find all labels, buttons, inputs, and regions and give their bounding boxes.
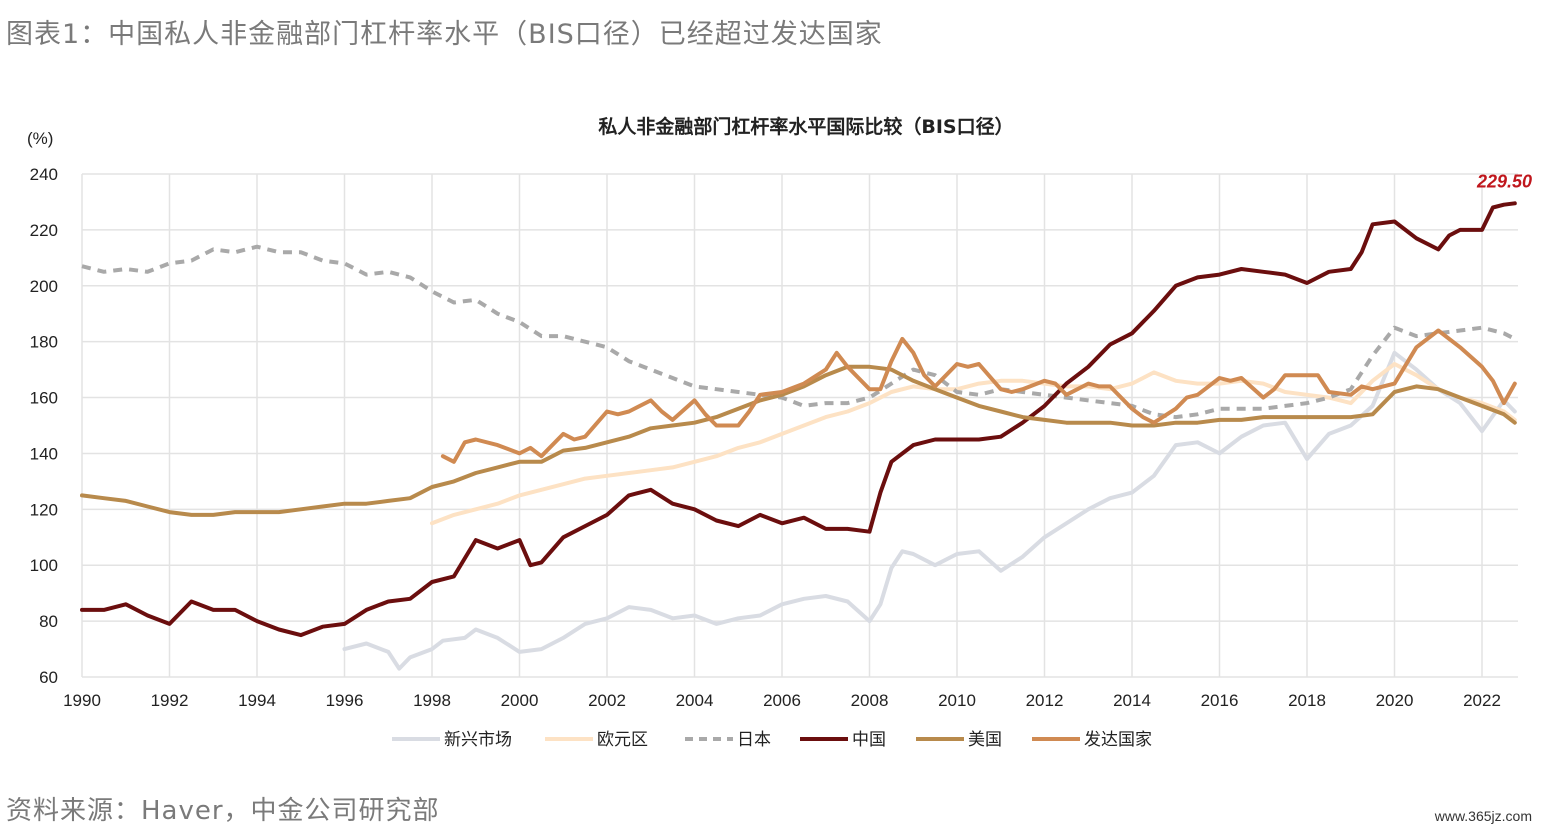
y-tick-label: 140 bbox=[30, 444, 58, 463]
x-tick-label: 2004 bbox=[676, 691, 714, 710]
legend-label: 日本 bbox=[737, 730, 771, 750]
series-line-3 bbox=[80, 201, 1517, 638]
x-tick-label: 2018 bbox=[1288, 691, 1326, 710]
x-tick-label: 2012 bbox=[1026, 691, 1064, 710]
chart-title: 私人非金融部门杠杆率水平国际比较（BIS口径） bbox=[598, 115, 1013, 138]
y-axis-label: (%) bbox=[27, 129, 53, 148]
x-tick-label: 2022 bbox=[1463, 691, 1501, 710]
x-tick-label: 2002 bbox=[588, 691, 626, 710]
legend-label: 发达国家 bbox=[1084, 730, 1152, 750]
series-line-0 bbox=[342, 350, 1517, 671]
figure-title: 图表1：中国私人非金融部门杠杆率水平（BIS口径）已经超过发达国家 bbox=[6, 19, 883, 50]
x-tick-label: 2008 bbox=[851, 691, 889, 710]
x-axis-ticks: 1990 1992 1994 1996 1998 2000 2002 2004 2006 2008… bbox=[63, 691, 1501, 710]
series-line-4 bbox=[80, 364, 1517, 517]
legend-label: 中国 bbox=[852, 730, 886, 750]
last-value-annotation: 229.50 bbox=[1476, 171, 1532, 191]
x-tick-label: 2006 bbox=[763, 691, 801, 710]
series-line-1 bbox=[430, 362, 1517, 526]
y-tick-label: 100 bbox=[30, 556, 58, 575]
y-tick-label: 240 bbox=[30, 165, 58, 184]
y-tick-label: 80 bbox=[39, 612, 58, 631]
y-tick-label: 220 bbox=[30, 221, 58, 240]
x-tick-label: 1998 bbox=[413, 691, 451, 710]
x-tick-label: 1992 bbox=[151, 691, 189, 710]
x-tick-label: 2010 bbox=[938, 691, 976, 710]
x-tick-label: 1996 bbox=[326, 691, 364, 710]
x-tick-label: 1990 bbox=[63, 691, 101, 710]
y-tick-label: 160 bbox=[30, 389, 58, 408]
y-axis-ticks: 60 80 100 120 140 160 180 200 220 240 bbox=[30, 165, 58, 687]
source-note: 资料来源：Haver，中金公司研究部 bbox=[6, 796, 440, 826]
series-line-5 bbox=[440, 328, 1517, 464]
x-tick-label: 2020 bbox=[1376, 691, 1414, 710]
watermark: www.365jz.com bbox=[1434, 808, 1532, 824]
legend-label: 美国 bbox=[968, 730, 1002, 750]
y-tick-label: 60 bbox=[39, 668, 58, 687]
x-tick-label: 2016 bbox=[1201, 691, 1239, 710]
legend-label: 欧元区 bbox=[597, 730, 648, 750]
y-tick-label: 120 bbox=[30, 500, 58, 519]
y-tick-label: 180 bbox=[30, 333, 58, 352]
x-tick-label: 1994 bbox=[238, 691, 276, 710]
x-tick-label: 2000 bbox=[501, 691, 539, 710]
legend-label: 新兴市场 bbox=[444, 730, 512, 750]
legend: 新兴市场 欧元区 日本 中国 美国 发达国家 bbox=[392, 730, 1152, 750]
gridlines bbox=[81, 173, 1518, 678]
y-tick-label: 200 bbox=[30, 277, 58, 296]
x-tick-label: 2014 bbox=[1113, 691, 1151, 710]
series-line-2 bbox=[81, 244, 1516, 420]
series-lines bbox=[80, 201, 1517, 671]
